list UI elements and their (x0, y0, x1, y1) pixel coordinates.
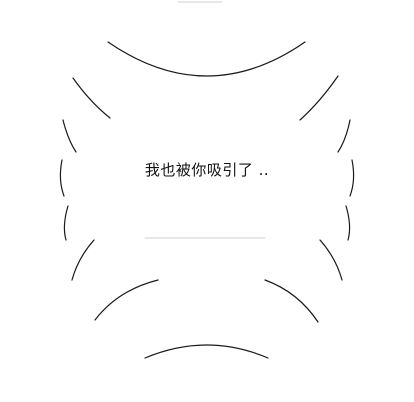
lower-left-stroke (71, 239, 95, 281)
speech-bubble-text: 我也被你吸引了 .. (144, 161, 270, 179)
left-stroke-2 (59, 159, 65, 197)
left-stroke-1 (62, 119, 77, 153)
bottom-arc (144, 344, 269, 359)
bottom-left-arc (94, 279, 159, 321)
right-stroke-1 (337, 119, 351, 153)
bottom-right-arc (264, 279, 319, 323)
right-stroke-2 (349, 159, 355, 197)
upper-right-stroke (299, 75, 339, 121)
right-stroke-3 (345, 205, 351, 241)
lower-right-stroke (319, 239, 343, 281)
left-stroke-3 (63, 205, 69, 241)
upper-left-stroke (72, 77, 111, 119)
top-arc (107, 41, 306, 77)
